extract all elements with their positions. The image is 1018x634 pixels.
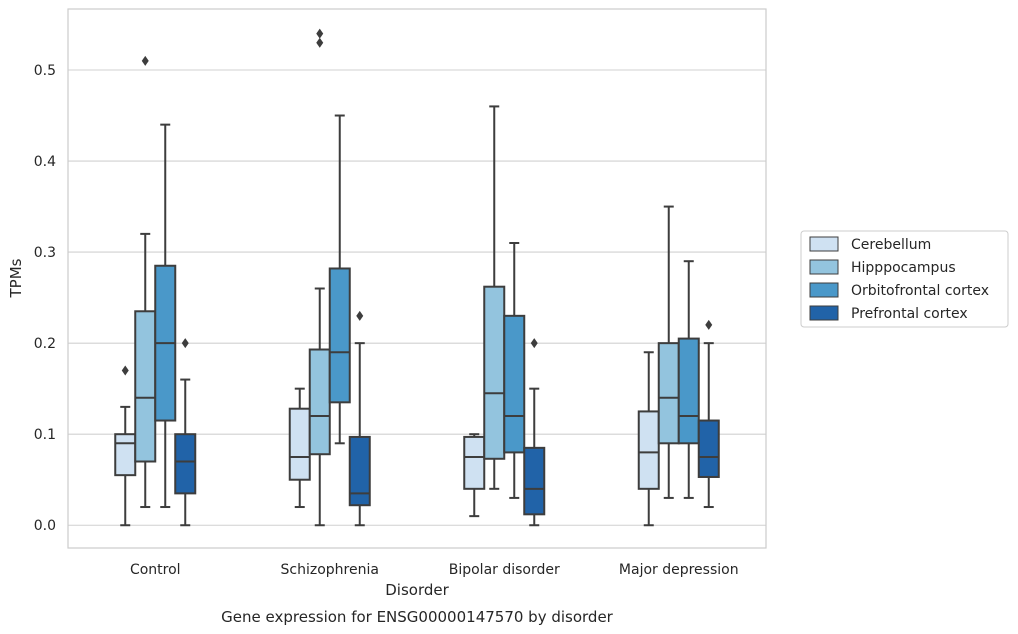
iqr-box <box>463 435 486 490</box>
x-tick-label: Schizophrenia <box>281 562 379 578</box>
iqr-box <box>483 285 506 460</box>
outlier-point <box>316 37 324 48</box>
iqr-box <box>677 337 700 445</box>
iqr-box <box>697 419 720 478</box>
boxes <box>114 28 720 527</box>
iqr-box <box>348 435 371 507</box>
box-prefrontal-cortex <box>697 319 720 509</box>
y-axis-title: TPMs <box>7 258 25 298</box>
box-hipppocampus <box>657 205 680 499</box>
box-cerebellum <box>637 351 660 527</box>
y-tick-labels: 0.0 0.1 0.2 0.3 0.4 0.5 <box>34 63 56 534</box>
box-orbitofrontal-cortex <box>154 123 177 509</box>
legend-swatch <box>809 305 839 321</box>
legend-label: Hipppocampus <box>851 260 956 276</box>
iqr-box <box>657 342 680 445</box>
y-tick-label: 0.1 <box>34 427 56 443</box>
iqr-box <box>114 433 137 477</box>
chart-caption: Gene expression for ENSG00000147570 by d… <box>221 608 614 626</box>
box-prefrontal-cortex <box>174 338 197 527</box>
box-orbitofrontal-cortex <box>503 241 526 499</box>
iqr-box <box>308 348 331 456</box>
y-tick-label: 0.4 <box>34 154 56 170</box>
outlier-point <box>530 338 538 349</box>
legend-swatch <box>809 282 839 298</box>
box-cerebellum <box>288 387 311 509</box>
legend-label: Prefrontal cortex <box>851 306 968 322</box>
iqr-box <box>503 314 526 454</box>
outlier-point <box>141 55 149 66</box>
legend-label: Cerebellum <box>851 237 931 253</box>
outlier-point <box>316 28 324 39</box>
box-prefrontal-cortex <box>348 310 371 527</box>
legend-swatch <box>809 259 839 275</box>
x-tick-label: Major depression <box>619 562 739 578</box>
outlier-point <box>705 319 713 330</box>
box-prefrontal-cortex <box>523 338 546 527</box>
outlier-point <box>121 365 129 376</box>
y-tick-label: 0.0 <box>34 518 56 534</box>
x-tick-label: Control <box>130 562 181 578</box>
box-hipppocampus <box>483 105 506 490</box>
y-tick-label: 0.3 <box>34 245 56 261</box>
iqr-box <box>328 267 351 404</box>
box-cerebellum <box>114 365 137 527</box>
outlier-point <box>356 310 364 321</box>
iqr-box <box>288 407 311 481</box>
legend-swatch <box>809 236 839 252</box>
y-tick-label: 0.5 <box>34 63 56 79</box>
legend-label: Orbitofrontal cortex <box>851 283 989 299</box>
x-tick-label: Bipolar disorder <box>449 562 560 578</box>
y-tick-label: 0.2 <box>34 336 56 352</box>
box-orbitofrontal-cortex <box>677 260 700 499</box>
box-cerebellum <box>463 433 486 518</box>
box-hipppocampus <box>134 55 157 509</box>
legend: Cerebellum Hipppocampus Orbitofrontal cort… <box>800 230 1009 328</box>
iqr-box <box>174 433 197 495</box>
box-orbitofrontal-cortex <box>328 114 351 445</box>
iqr-box <box>523 446 546 516</box>
iqr-box <box>637 410 660 490</box>
x-tick-labels: Control Schizophrenia Bipolar disorder Majo… <box>130 562 739 578</box>
plot-frame <box>67 8 767 549</box>
iqr-box <box>134 310 157 463</box>
x-axis-title: Disorder <box>385 581 449 599</box>
legend-frame <box>800 230 1009 328</box>
outlier-point <box>181 338 189 349</box>
box-hipppocampus <box>308 28 331 527</box>
